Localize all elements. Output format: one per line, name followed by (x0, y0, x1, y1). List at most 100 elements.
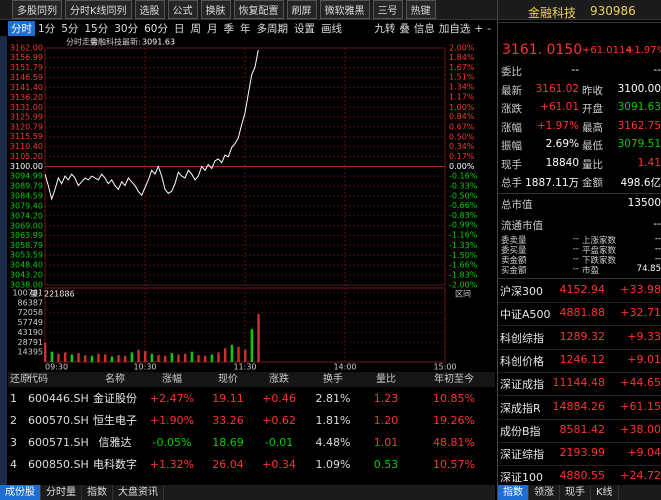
header-cell[interactable]: 年初至今 (434, 374, 474, 385)
bottom-tab[interactable]: 指数 (82, 485, 113, 500)
table-cell: 1.01 (373, 436, 399, 449)
bottom-tab[interactable]: 成份股 (0, 485, 41, 500)
period-tab[interactable]: 5分 (61, 23, 79, 35)
table-cell: 19.26% (433, 414, 475, 427)
period-tab[interactable]: 季 (223, 23, 235, 35)
chart-title: 分时走势 (66, 37, 98, 47)
header-cell[interactable]: 还原 (10, 374, 30, 385)
market-label: 买金额 (501, 266, 527, 276)
toolbar-button[interactable]: 公式 (167, 0, 198, 19)
table-row[interactable]: 3 600571.SH 信雅达 -0.05% 18.69 -0.01 4.48% 1.01 48… (8, 432, 495, 454)
toolbar-button[interactable]: 恢复配置 (233, 0, 284, 19)
header-cell[interactable]: 涨幅 (162, 374, 182, 385)
index-name: 深证成指 (500, 378, 544, 392)
toolbar-button[interactable]: 分时K线同列 (65, 0, 132, 19)
table-cell: 600850.SH (28, 458, 89, 471)
table-row[interactable]: 1 600446.SH 金证股份 +2.47% 19.11 +0.46 2.81% 1.23 1… (8, 388, 495, 410)
table-cell: 4.48% (315, 436, 351, 449)
index-change: +9.01 (627, 352, 661, 366)
y2-tick-label: -0.66% (449, 201, 478, 210)
period-tab[interactable]: 周 (190, 23, 202, 35)
index-row-line (498, 348, 661, 350)
index-change: +9.33 (627, 329, 661, 343)
index-row-line (498, 302, 661, 303)
y-tick-label: 3063.99 (10, 231, 43, 240)
header-cell[interactable]: 名称 (105, 374, 125, 385)
y-tick-label: 3141.40 (10, 83, 43, 92)
quote-label: 振幅 (501, 140, 522, 152)
toolbar-button[interactable]: 换肤 (200, 0, 231, 19)
volume-bar (170, 353, 174, 362)
toolbar-button[interactable]: 微软雅黑 (319, 0, 370, 19)
table-row[interactable]: 2 600570.SH 恒生电子 +1.90% 33.26 +0.62 1.81% 1.20 1… (8, 410, 495, 432)
table-cell: 48.81% (433, 436, 475, 449)
quote-value: 3161.02 (535, 82, 579, 95)
header-cell[interactable]: 代码 (28, 374, 48, 385)
y-tick-label: 3053.59 (10, 251, 43, 260)
panel-tab[interactable]: 现手 (560, 485, 591, 500)
period-tab[interactable]: 30分 (114, 23, 139, 35)
toolbar-button[interactable]: 多股同列 (12, 0, 62, 19)
index-row-line (498, 325, 661, 327)
volume-bar (64, 352, 67, 362)
chart-subtitle: 金融科技 (90, 37, 122, 47)
header-cell[interactable]: 换手 (323, 374, 343, 385)
table-cell: 19.11 (212, 392, 244, 405)
period-tab[interactable]: 画线 (321, 23, 342, 35)
volume-bar (137, 349, 140, 362)
table-cell: 600446.SH (28, 392, 89, 405)
header-cell[interactable]: 量比 (376, 374, 396, 385)
chart-tools: 九转叠信息 加自选 + - (374, 21, 491, 36)
chart-tool[interactable]: 九转 (374, 23, 396, 35)
market-label: 下跌家数 (582, 256, 617, 266)
chart-tool[interactable]: 信息 (413, 23, 435, 35)
table-cell: 26.04 (212, 458, 244, 471)
y-tick-label: 3084.59 (10, 191, 43, 200)
header-cell[interactable]: 涨跌 (269, 374, 289, 385)
toolbar-button[interactable]: 热键 (405, 0, 436, 19)
period-tab[interactable]: 多周期 (256, 23, 289, 35)
quote-value: 498.6亿 (620, 177, 661, 189)
toolbar-button[interactable]: 选股 (134, 0, 165, 19)
panel-tab[interactable]: 领涨 (529, 485, 560, 500)
period-tab[interactable]: 月 (207, 23, 218, 35)
header-cell[interactable]: 现价 (218, 374, 238, 385)
quote-code: 930986 (590, 4, 636, 18)
y-tick-label: 3120.79 (10, 122, 43, 131)
toolbar-button[interactable]: 三号 (372, 0, 403, 19)
period-tab[interactable]: 1分 (38, 23, 56, 35)
volume-bar (164, 355, 167, 362)
period-tab[interactable]: 日 (174, 23, 185, 35)
period-tab[interactable]: 分时 (8, 21, 35, 36)
quote-value: 3079.51 (617, 138, 661, 150)
index-value: 1289.32 (559, 329, 606, 343)
chart-tool[interactable]: + (474, 22, 484, 35)
y-tick-label: 3069.00 (10, 221, 43, 230)
volume-bar (144, 351, 147, 362)
period-tab[interactable]: 年 (240, 23, 251, 35)
table-row[interactable]: 4 600850.SH 电科数字 +1.32% 26.04 +0.34 1.09% 0.53 1… (8, 454, 495, 476)
chart-tool[interactable]: - (487, 22, 491, 35)
table-cell: -0.01 (264, 436, 294, 449)
cap-value: -- (653, 218, 661, 230)
market-value: -- (572, 264, 579, 274)
y2-tick-label: -0.33% (449, 182, 478, 191)
volume-bar (244, 349, 247, 362)
chart-tool[interactable]: 叠 (399, 23, 410, 35)
panel-tab[interactable]: K线 (591, 485, 619, 500)
index-change: +9.04 (627, 446, 661, 460)
y2-tick-label: 0.84% (449, 112, 475, 121)
volume-bar (250, 329, 254, 362)
panel-tab[interactable]: 指数 (498, 485, 529, 500)
bottom-tab[interactable]: 分时量 (41, 485, 82, 500)
toolbar-button[interactable]: 刷屏 (286, 0, 317, 19)
quote-name: 金融科技 (528, 6, 577, 20)
y2-tick-label: 1.00% (449, 103, 475, 112)
period-tab[interactable]: 设置 (294, 23, 315, 35)
bottom-tab[interactable]: 大盘资讯 (113, 485, 164, 500)
y-tick-label: 3048.40 (10, 261, 43, 270)
period-tab[interactable]: 15分 (84, 23, 109, 35)
volume-tick-label: 57749 (18, 318, 43, 327)
period-tab[interactable]: 60分 (144, 23, 168, 35)
chart-tool[interactable]: 加自选 (438, 23, 471, 35)
